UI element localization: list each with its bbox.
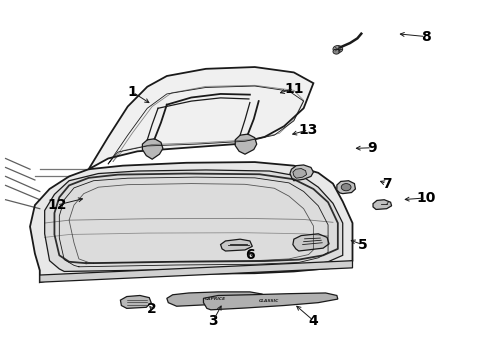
Text: 8: 8 xyxy=(421,30,431,44)
Text: 4: 4 xyxy=(309,314,318,328)
Polygon shape xyxy=(89,67,314,169)
Polygon shape xyxy=(337,181,355,194)
Text: CAPRICE: CAPRICE xyxy=(205,297,226,301)
Polygon shape xyxy=(290,165,314,181)
Text: 11: 11 xyxy=(284,82,304,95)
Polygon shape xyxy=(121,296,151,309)
Text: CLASSIC: CLASSIC xyxy=(259,299,280,303)
Polygon shape xyxy=(30,162,352,282)
Polygon shape xyxy=(220,239,252,251)
Polygon shape xyxy=(293,234,329,251)
Circle shape xyxy=(333,45,343,53)
Text: 5: 5 xyxy=(357,238,367,252)
Polygon shape xyxy=(40,261,352,282)
Text: 2: 2 xyxy=(147,302,157,316)
Text: 6: 6 xyxy=(245,248,255,262)
Polygon shape xyxy=(235,134,257,154)
Polygon shape xyxy=(45,170,343,271)
Circle shape xyxy=(341,184,351,191)
Text: 7: 7 xyxy=(382,177,392,190)
Polygon shape xyxy=(373,200,392,210)
Polygon shape xyxy=(143,139,163,159)
Polygon shape xyxy=(167,292,265,306)
Text: 3: 3 xyxy=(208,314,218,328)
Polygon shape xyxy=(293,168,307,178)
Polygon shape xyxy=(203,293,338,310)
Text: 13: 13 xyxy=(299,123,318,137)
Text: 10: 10 xyxy=(416,191,436,205)
Text: 9: 9 xyxy=(367,141,377,155)
Text: 12: 12 xyxy=(47,198,67,212)
Circle shape xyxy=(333,49,340,54)
Text: 1: 1 xyxy=(128,85,138,99)
